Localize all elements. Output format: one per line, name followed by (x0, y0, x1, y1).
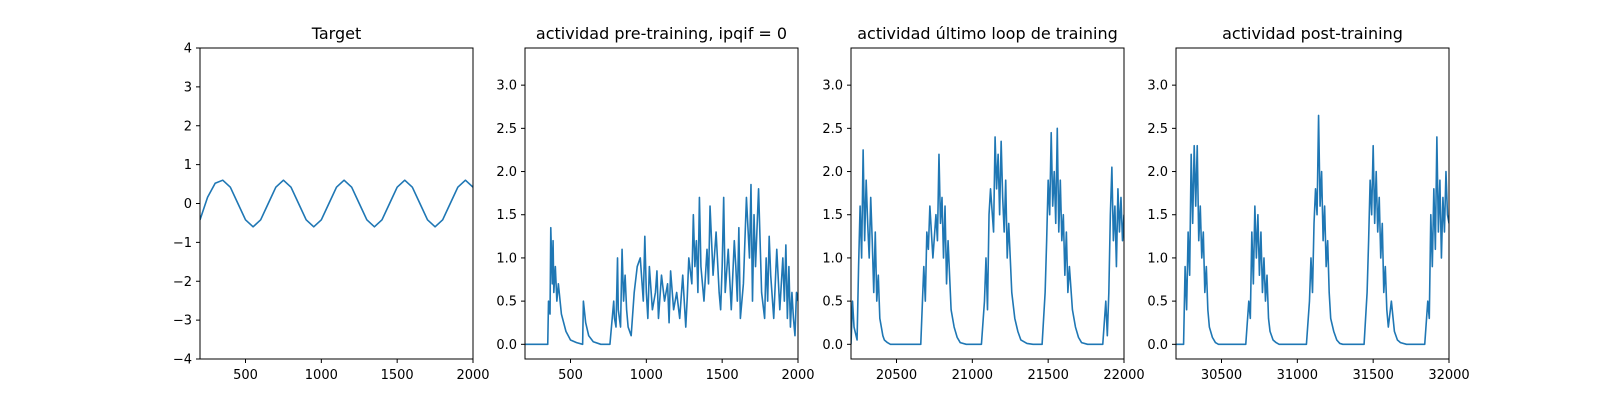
y-tick-label: 3.0 (1147, 79, 1168, 94)
y-tick-label: 1.0 (1147, 251, 1168, 266)
y-tick-label: 1.5 (496, 208, 517, 223)
series-line (200, 179, 473, 228)
x-tick-label: 21000 (952, 368, 993, 383)
y-tick-label: 1.5 (1147, 208, 1168, 223)
panel-title: actividad post-training (1222, 24, 1403, 43)
y-tick-label: −4 (173, 353, 192, 368)
x-tick-label: 1500 (706, 368, 739, 383)
panel-pre-training: actividad pre-training, ipqif = 0 500 100… (496, 24, 814, 383)
x-tick-label: 1000 (305, 368, 338, 383)
y-tick-label: −3 (173, 314, 192, 329)
panel-title: Target (311, 24, 362, 43)
y-tick-label: 2.5 (822, 122, 843, 137)
x-tick-label: 500 (233, 368, 258, 383)
y-tick-label: 4 (184, 42, 192, 57)
x-tick-label: 30500 (1201, 368, 1242, 383)
panel-last-training-loop: actividad último loop de training 20500 2… (822, 24, 1144, 383)
y-tick-label: 3.0 (496, 79, 517, 94)
y-tick-label: 0.0 (496, 338, 517, 353)
y-tick-label: −1 (173, 236, 192, 251)
panel-title: actividad último loop de training (857, 24, 1118, 43)
axes-frame (850, 47, 1125, 360)
axes-frame (1175, 47, 1450, 360)
x-tick-label: 2000 (781, 368, 814, 383)
y-tick-label: 0.0 (1147, 338, 1168, 353)
x-tick-label: 500 (558, 368, 583, 383)
series-line (1176, 114, 1449, 346)
y-tick-label: 1.0 (496, 251, 517, 266)
x-tick-label: 20500 (876, 368, 917, 383)
x-tick-label: 31500 (1352, 368, 1393, 383)
axes-frame (524, 47, 799, 360)
x-tick-label: 1500 (381, 368, 414, 383)
y-tick-label: 3 (184, 80, 192, 95)
panel-title: actividad pre-training, ipqif = 0 (536, 24, 787, 43)
y-tick-label: 2 (184, 119, 192, 134)
series-line (851, 127, 1124, 346)
y-tick-label: 2.0 (1147, 165, 1168, 180)
x-tick-label: 1000 (630, 368, 663, 383)
y-tick-label: 2.0 (822, 165, 843, 180)
panel-post-training: actividad post-training 30500 31000 31500 3… (1147, 24, 1469, 383)
x-tick-label: 21500 (1027, 368, 1068, 383)
y-tick-label: −2 (173, 275, 192, 290)
x-tick-label: 22000 (1103, 368, 1144, 383)
y-tick-label: 1.0 (822, 251, 843, 266)
axes-frame (199, 47, 474, 360)
x-tick-label: 31000 (1277, 368, 1318, 383)
y-tick-label: 0 (184, 197, 192, 212)
y-tick-label: 2.5 (1147, 122, 1168, 137)
y-tick-label: 1.5 (822, 208, 843, 223)
x-tick-label: 32000 (1428, 368, 1469, 383)
y-tick-label: 2.5 (496, 122, 517, 137)
y-tick-label: 1 (184, 158, 192, 173)
series-line (525, 183, 798, 346)
y-tick-label: 0.5 (496, 295, 517, 310)
y-tick-label: 0.5 (1147, 295, 1168, 310)
y-tick-label: 3.0 (822, 79, 843, 94)
y-tick-label: 0.0 (822, 338, 843, 353)
panel-target: Target 500 1000 1500 2000 −4 −3 −2 −1 0 1 2 3 4 (173, 24, 490, 383)
x-tick-label: 2000 (456, 368, 489, 383)
y-tick-label: 2.0 (496, 165, 517, 180)
y-tick-label: 0.5 (822, 295, 843, 310)
